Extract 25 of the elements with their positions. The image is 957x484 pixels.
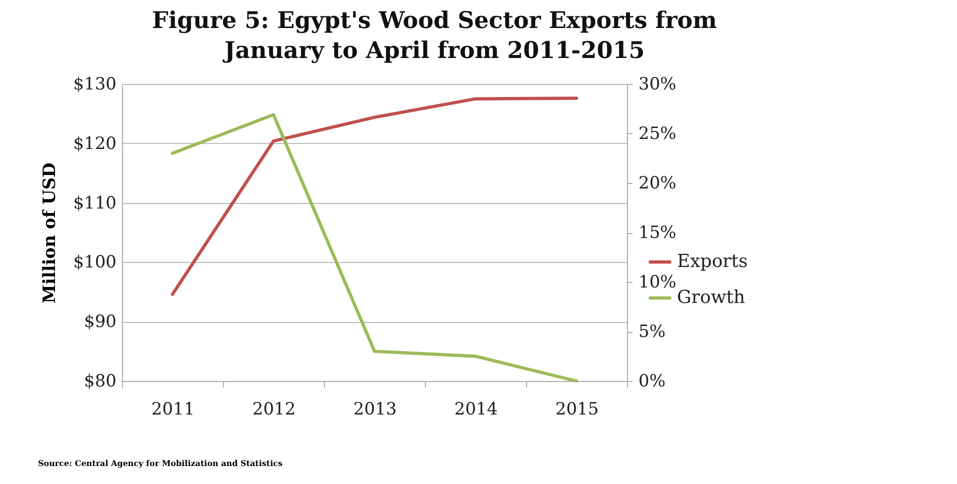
legend-label: Exports xyxy=(677,251,748,272)
y-tick-label: $120 xyxy=(73,134,116,154)
y2-tick-label: 30% xyxy=(638,74,676,94)
y2-tick-label: 5% xyxy=(638,322,666,342)
line-series xyxy=(170,113,578,383)
y2-tick-label: 10% xyxy=(638,272,676,292)
y-axis-title: Million of USD xyxy=(40,162,60,304)
y2-tick-label: 0% xyxy=(638,372,666,392)
y2-tick-label: 25% xyxy=(638,124,676,144)
line-series xyxy=(170,96,578,296)
x-tick-label: 2015 xyxy=(555,400,599,420)
chart-title: Figure 5: Egypt's Wood Sector Exports from January to April from 2011-2015 xyxy=(152,7,717,64)
x-tick-label: 2013 xyxy=(353,400,397,420)
x-tick-label: 2012 xyxy=(252,400,296,420)
y-tick-label: $130 xyxy=(73,74,116,94)
y-tick-label: $80 xyxy=(84,372,116,392)
y2-tick-label: 15% xyxy=(638,223,676,243)
y2-tick-label: 20% xyxy=(638,174,676,194)
y-tick-label: $110 xyxy=(73,193,116,214)
x-tick-label: 2011 xyxy=(151,400,195,420)
source-note: Source: Central Agency for Mobilization and Statistics xyxy=(38,458,283,468)
x-tick-label: 2014 xyxy=(454,400,498,420)
y-tick-label: $90 xyxy=(84,312,116,332)
legend-label: Growth xyxy=(677,287,746,308)
y-tick-label: $100 xyxy=(73,252,116,273)
